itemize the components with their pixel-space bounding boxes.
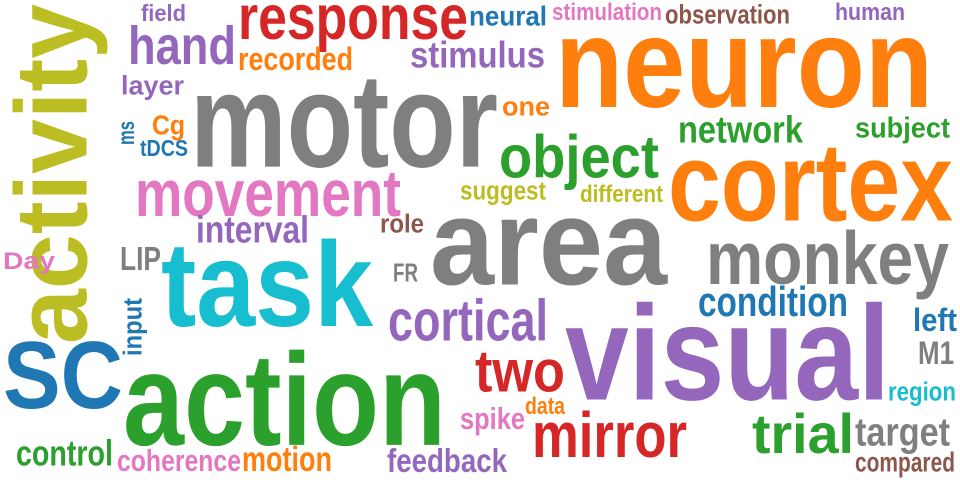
word-object: object [499,123,659,192]
word-network: network [678,108,803,152]
word-target: target [855,409,950,455]
word-condition: condition [698,279,848,327]
word-neural: neural [469,0,547,33]
word-observation: observation [665,0,790,30]
word-tdcs: tDCS [140,136,188,162]
word-fr: FR [393,257,418,288]
word-cortical: cortical [388,288,548,354]
word-compared: compared [855,446,955,479]
word-data: data [525,393,565,420]
word-mirror: mirror [532,398,687,471]
word-field: field [141,1,186,27]
word-monkey: monkey [706,217,949,301]
word-spike: spike [460,401,525,437]
word-human: human [835,0,905,26]
word-coherence: coherence [117,443,241,479]
word-activity: activity [0,4,110,345]
word-stimulus: stimulus [410,34,545,76]
word-different: different [580,181,663,208]
word-region: region [888,376,956,407]
word-movement: movement [135,156,401,231]
word-area: area [430,175,667,312]
word-cortex: cortex [668,120,953,246]
word-ms: ms [114,121,140,145]
word-m1: M1 [918,335,954,372]
word-action: action [123,326,446,474]
word-feedback: feedback [387,442,507,480]
word-day: Day [3,248,56,275]
word-layer: layer [121,69,184,101]
word-interval: interval [196,208,309,252]
word-one: one [502,91,550,122]
word-left: left [913,302,957,339]
word-subject: subject [855,111,950,145]
word-hand: hand [128,15,236,76]
word-role: role [380,208,424,239]
word-suggest: suggest [460,175,546,206]
word-recorded: recorded [238,41,353,78]
word-visual: visual [565,278,890,430]
word-cg: Cg [152,109,185,142]
word-sc: SC [3,321,123,429]
word-trial: trial [752,403,854,466]
word-two: two [475,338,565,405]
word-task: task [161,217,373,353]
word-lip: LIP [120,240,161,278]
word-response: response [238,0,468,54]
word-control: control [16,433,113,474]
word-motion: motion [242,439,332,479]
word-neuron: neuron [555,0,933,135]
word-motor: motor [190,45,498,196]
word-stimulation: stimulation [552,0,662,26]
